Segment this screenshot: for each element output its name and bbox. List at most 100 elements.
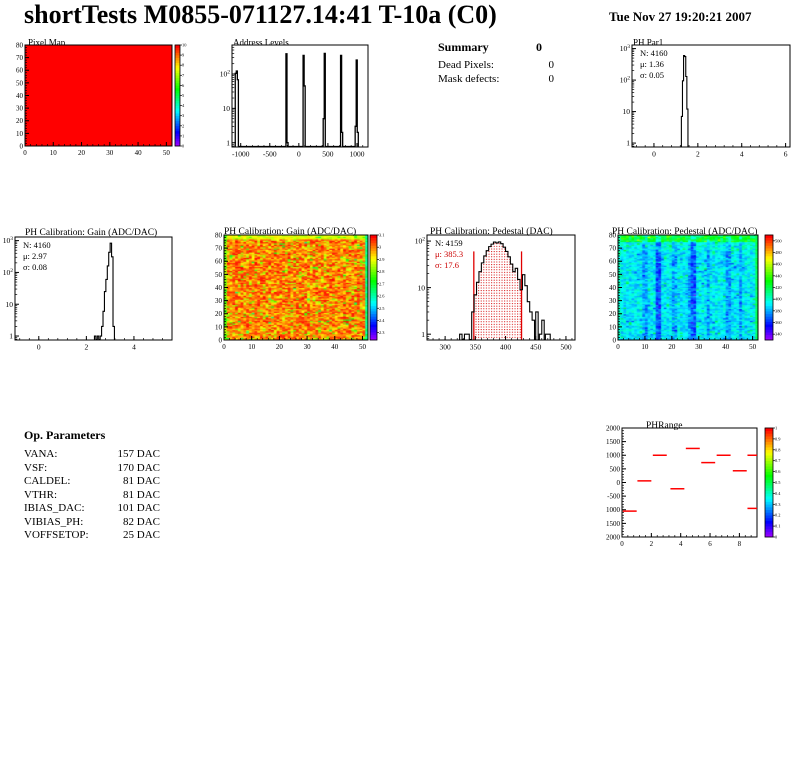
svg-text:N: 4160: N: 4160 — [640, 48, 668, 58]
svg-text:8: 8 — [738, 540, 742, 548]
svg-text:480: 480 — [775, 250, 782, 255]
summary-total-value: 0 — [536, 40, 542, 54]
svg-text:30: 30 — [215, 297, 223, 305]
svg-text:40: 40 — [722, 343, 730, 351]
svg-text:20: 20 — [78, 149, 86, 157]
gain_map-plot: PH Calibration: Gain (ADC/DAC)0 10 20 30 40 5… — [215, 226, 385, 351]
svg-text:2000: 2000 — [606, 533, 621, 541]
svg-text:9: 9 — [182, 53, 185, 58]
op-parameter-label: VSF: — [24, 461, 48, 474]
svg-text:2.6: 2.6 — [379, 294, 385, 299]
svg-text:20: 20 — [668, 343, 676, 351]
svg-text:10: 10 — [215, 323, 223, 331]
svg-text:0: 0 — [20, 142, 24, 150]
svg-text:30: 30 — [304, 343, 312, 351]
svg-text:-1000: -1000 — [232, 150, 250, 159]
op-parameter-value: 101 DAC — [117, 502, 160, 514]
svg-text:6: 6 — [708, 540, 712, 548]
svg-text:0: 0 — [297, 150, 301, 159]
svg-text:6: 6 — [784, 150, 788, 159]
svg-text:2.7: 2.7 — [379, 281, 385, 286]
svg-text:70: 70 — [609, 245, 617, 253]
svg-text:50: 50 — [16, 79, 24, 87]
svg-text:2.5: 2.5 — [379, 306, 385, 311]
chart-gain-heatmap: PH Calibration: Gain (ADC/DAC) 0 10 20 30 40 5… — [210, 222, 406, 360]
page-title: shortTests M0855-071127.14:41 T-10a (C0) — [24, 0, 497, 29]
svg-text:μ: 385.3: μ: 385.3 — [435, 249, 463, 259]
op-parameter-value: 81 DAC — [123, 488, 160, 501]
ph_range-plot: PHRange 0 2 4 6 8 2000 1500 1000 500 0 -500 1000 1500… — [606, 421, 781, 548]
svg-text:50: 50 — [359, 343, 367, 351]
summary-mask-defects-value: 0 — [548, 73, 555, 85]
svg-text:20: 20 — [215, 310, 223, 318]
op-parameter-label: VTHR: — [24, 488, 57, 501]
svg-text:70: 70 — [16, 54, 24, 62]
svg-text:0.1: 0.1 — [775, 524, 781, 529]
svg-text:4: 4 — [132, 343, 136, 352]
svg-text:2.8: 2.8 — [379, 269, 385, 274]
svg-text:0: 0 — [775, 535, 778, 540]
svg-text:30: 30 — [106, 149, 114, 157]
svg-text:1500: 1500 — [606, 520, 621, 528]
svg-text:1: 1 — [9, 332, 13, 341]
svg-text:0: 0 — [182, 144, 185, 149]
op-parameter-label: VIBIAS_PH: — [24, 515, 84, 528]
chart-ph-range: PHRange 0 2 4 6 8 2000 1500 1000 500 0 -500 1000 1500… — [600, 406, 796, 552]
svg-text:2.4: 2.4 — [379, 318, 385, 323]
op-parameters-title: Op. Parameters — [24, 428, 106, 442]
svg-text:μ: 2.97: μ: 2.97 — [23, 251, 47, 261]
svg-text:μ: 1.36: μ: 1.36 — [640, 59, 664, 69]
svg-text:103: 103 — [3, 236, 14, 245]
op-parameter-row: CALDEL: 81 DAC — [24, 475, 160, 489]
summary-dead-pixels-label: Dead Pixels: — [438, 59, 494, 71]
svg-text:40: 40 — [609, 284, 617, 292]
gain_map-cells — [224, 235, 368, 340]
svg-text:4: 4 — [182, 103, 185, 108]
svg-text:0: 0 — [37, 343, 41, 352]
svg-text:40: 40 — [331, 343, 339, 351]
svg-text:10: 10 — [418, 283, 426, 292]
svg-text:4: 4 — [679, 540, 683, 548]
svg-text:0: 0 — [613, 336, 617, 344]
pedestal_hist-plot: PH Calibration: Pedestal (DAC) 300 350 400 4… — [415, 226, 576, 352]
svg-text:10: 10 — [6, 300, 14, 309]
svg-text:0: 0 — [620, 540, 624, 548]
svg-text:2: 2 — [650, 540, 654, 548]
svg-text:10: 10 — [623, 107, 631, 116]
svg-text:σ: 0.05: σ: 0.05 — [640, 70, 664, 80]
svg-text:-500: -500 — [607, 493, 620, 501]
svg-text:5: 5 — [182, 93, 185, 98]
summary-mask-defects-label: Mask defects: — [438, 73, 500, 85]
svg-text:103: 103 — [620, 44, 631, 53]
pedestal_map-plot: PH Calibration: Pedestal (ADC/DAC) 0 10 20 3… — [609, 226, 782, 351]
svg-text:40: 40 — [135, 149, 143, 157]
pedestal_map-cells — [618, 235, 758, 340]
svg-text:3: 3 — [182, 113, 185, 118]
svg-text:1: 1 — [226, 138, 230, 147]
svg-text:80: 80 — [16, 41, 24, 49]
svg-text:10: 10 — [182, 43, 187, 48]
op-parameter-row: VSF: 170 DAC — [24, 462, 160, 476]
svg-text:3: 3 — [379, 245, 382, 250]
svg-text:70: 70 — [215, 245, 223, 253]
svg-text:50: 50 — [749, 343, 757, 351]
svg-text:40: 40 — [16, 92, 24, 100]
svg-text:420: 420 — [775, 285, 782, 290]
svg-text:1500: 1500 — [606, 438, 621, 446]
svg-text:σ: 0.08: σ: 0.08 — [23, 262, 47, 272]
gain_hist-plot: PH Calibration: Gain (ADC/DAC) 0 2 4 1 10 102 1… — [3, 227, 173, 352]
svg-text:500: 500 — [322, 150, 334, 159]
op-parameter-value: 81 DAC — [123, 475, 160, 487]
svg-text:1000: 1000 — [606, 452, 621, 460]
svg-text:30: 30 — [695, 343, 703, 351]
svg-text:0.3: 0.3 — [775, 502, 781, 507]
svg-text:10: 10 — [223, 104, 231, 113]
svg-text:2000: 2000 — [606, 424, 621, 432]
svg-text:300: 300 — [439, 343, 451, 352]
svg-text:60: 60 — [16, 67, 24, 75]
svg-text:400: 400 — [775, 297, 782, 302]
svg-text:80: 80 — [215, 231, 223, 239]
svg-text:0.8: 0.8 — [775, 447, 781, 452]
svg-text:102: 102 — [3, 268, 14, 277]
